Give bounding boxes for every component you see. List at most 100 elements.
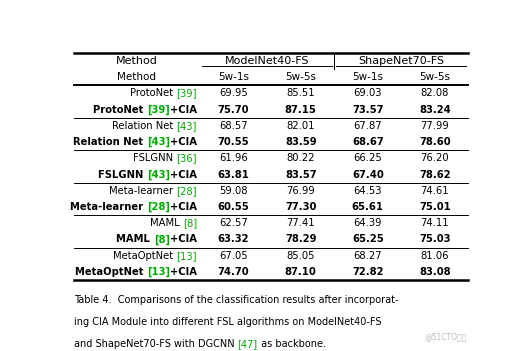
Text: [28]: [28] bbox=[147, 202, 170, 212]
Text: +CIA: +CIA bbox=[170, 202, 197, 212]
Text: 69.03: 69.03 bbox=[353, 88, 382, 99]
Text: 69.95: 69.95 bbox=[219, 88, 248, 99]
Text: 75.70: 75.70 bbox=[218, 105, 249, 115]
Text: ProtoNet: ProtoNet bbox=[130, 88, 176, 99]
Text: 77.30: 77.30 bbox=[285, 202, 317, 212]
Text: 5w-5s: 5w-5s bbox=[419, 72, 450, 82]
Text: @51CTO博客: @51CTO博客 bbox=[424, 332, 466, 342]
Text: FSLGNN [43]+CIA: FSLGNN [43]+CIA bbox=[98, 170, 197, 180]
Text: 76.99: 76.99 bbox=[286, 186, 315, 196]
Text: 78.60: 78.60 bbox=[419, 137, 450, 147]
Text: +CIA: +CIA bbox=[170, 105, 197, 115]
Text: 67.05: 67.05 bbox=[219, 251, 248, 261]
Text: 83.24: 83.24 bbox=[419, 105, 451, 115]
Text: 5w-5s: 5w-5s bbox=[285, 72, 316, 82]
Text: 83.57: 83.57 bbox=[285, 170, 317, 180]
Text: 75.03: 75.03 bbox=[419, 234, 450, 244]
Text: Meta-learner: Meta-learner bbox=[70, 202, 147, 212]
Text: 61.96: 61.96 bbox=[219, 153, 248, 163]
Text: [36]: [36] bbox=[176, 153, 197, 163]
Text: 85.05: 85.05 bbox=[287, 251, 315, 261]
Text: +CIA: +CIA bbox=[170, 267, 197, 277]
Text: MAML: MAML bbox=[117, 234, 154, 244]
Text: +CIA: +CIA bbox=[170, 170, 197, 180]
Text: +CIA: +CIA bbox=[170, 137, 197, 147]
Text: ModelNet40-FS: ModelNet40-FS bbox=[225, 56, 309, 66]
Text: Meta-learner [28]: Meta-learner [28] bbox=[109, 186, 197, 196]
Text: MAML [8]: MAML [8] bbox=[150, 218, 197, 228]
Text: FSLGNN [36]: FSLGNN [36] bbox=[133, 153, 197, 163]
Text: Meta-learner [28]+CIA: Meta-learner [28]+CIA bbox=[70, 202, 197, 212]
Text: [28]: [28] bbox=[176, 186, 197, 196]
Text: [47]: [47] bbox=[237, 339, 258, 349]
Text: Table 4.  Comparisons of the classification results after incorporat-: Table 4. Comparisons of the classificati… bbox=[74, 295, 398, 305]
Text: ShapeNet70-FS: ShapeNet70-FS bbox=[359, 56, 444, 66]
Text: 81.06: 81.06 bbox=[421, 251, 449, 261]
Text: 83.59: 83.59 bbox=[285, 137, 317, 147]
Text: 82.01: 82.01 bbox=[287, 121, 315, 131]
Text: 5w-1s: 5w-1s bbox=[352, 72, 383, 82]
Text: ProtoNet: ProtoNet bbox=[93, 105, 147, 115]
Text: ProtoNet [39]: ProtoNet [39] bbox=[130, 88, 197, 99]
Text: Method: Method bbox=[118, 72, 156, 82]
Text: 68.57: 68.57 bbox=[219, 121, 248, 131]
Text: 5w-1s: 5w-1s bbox=[218, 72, 249, 82]
Text: ProtoNet [39]+CIA: ProtoNet [39]+CIA bbox=[93, 105, 197, 115]
Text: 64.53: 64.53 bbox=[353, 186, 382, 196]
Text: Relation Net: Relation Net bbox=[112, 121, 176, 131]
Text: 60.55: 60.55 bbox=[218, 202, 249, 212]
Text: 65.61: 65.61 bbox=[352, 202, 384, 212]
Text: 70.55: 70.55 bbox=[218, 137, 249, 147]
Text: 64.39: 64.39 bbox=[353, 218, 382, 228]
Text: 68.67: 68.67 bbox=[352, 137, 384, 147]
Text: MetaOptNet [13]+CIA: MetaOptNet [13]+CIA bbox=[75, 267, 197, 277]
Text: 68.27: 68.27 bbox=[353, 251, 382, 261]
Text: MetaOptNet: MetaOptNet bbox=[113, 251, 176, 261]
Text: 87.15: 87.15 bbox=[285, 105, 317, 115]
Text: [8]: [8] bbox=[154, 234, 170, 245]
Text: 76.20: 76.20 bbox=[421, 153, 449, 163]
Text: [39]: [39] bbox=[147, 105, 170, 115]
Text: [43]: [43] bbox=[147, 170, 170, 180]
Text: 77.99: 77.99 bbox=[421, 121, 449, 131]
Text: 77.41: 77.41 bbox=[286, 218, 315, 228]
Text: MetaOptNet [13]: MetaOptNet [13] bbox=[113, 251, 197, 261]
Text: 85.51: 85.51 bbox=[286, 88, 315, 99]
Text: 74.70: 74.70 bbox=[218, 267, 249, 277]
Text: 62.57: 62.57 bbox=[219, 218, 248, 228]
Text: Relation Net [43]: Relation Net [43] bbox=[112, 121, 197, 131]
Text: 75.01: 75.01 bbox=[419, 202, 451, 212]
Text: [13]: [13] bbox=[176, 251, 197, 261]
Text: Relation Net: Relation Net bbox=[73, 137, 147, 147]
Text: 78.29: 78.29 bbox=[285, 234, 317, 244]
Text: 78.62: 78.62 bbox=[419, 170, 450, 180]
Text: 80.22: 80.22 bbox=[287, 153, 315, 163]
Text: 83.08: 83.08 bbox=[419, 267, 450, 277]
Text: MAML: MAML bbox=[150, 218, 183, 228]
Text: MAML [8]+CIA: MAML [8]+CIA bbox=[117, 234, 197, 245]
Text: 74.11: 74.11 bbox=[421, 218, 449, 228]
Text: 65.25: 65.25 bbox=[352, 234, 384, 244]
Text: Meta-learner: Meta-learner bbox=[109, 186, 176, 196]
Text: 66.25: 66.25 bbox=[353, 153, 382, 163]
Text: [8]: [8] bbox=[183, 218, 197, 228]
Text: and ShapeNet70-FS with DGCNN: and ShapeNet70-FS with DGCNN bbox=[74, 339, 237, 349]
Text: 59.08: 59.08 bbox=[219, 186, 248, 196]
Text: FSLGNN: FSLGNN bbox=[133, 153, 176, 163]
Text: [43]: [43] bbox=[176, 121, 197, 131]
Text: ing CIA Module into different FSL algorithms on ModelNet40-FS: ing CIA Module into different FSL algori… bbox=[74, 317, 381, 327]
Text: 87.10: 87.10 bbox=[285, 267, 317, 277]
Text: [43]: [43] bbox=[147, 137, 170, 147]
Text: FSLGNN: FSLGNN bbox=[98, 170, 147, 180]
Text: [39]: [39] bbox=[176, 88, 197, 99]
Text: MetaOptNet: MetaOptNet bbox=[75, 267, 147, 277]
Text: 63.81: 63.81 bbox=[218, 170, 249, 180]
Text: 72.82: 72.82 bbox=[352, 267, 384, 277]
Text: 74.61: 74.61 bbox=[421, 186, 449, 196]
Text: Method: Method bbox=[116, 56, 158, 66]
Text: +CIA: +CIA bbox=[170, 234, 197, 244]
Text: 63.32: 63.32 bbox=[218, 234, 249, 244]
Text: as backbone.: as backbone. bbox=[258, 339, 326, 349]
Text: 67.40: 67.40 bbox=[352, 170, 384, 180]
Text: 67.87: 67.87 bbox=[353, 121, 382, 131]
